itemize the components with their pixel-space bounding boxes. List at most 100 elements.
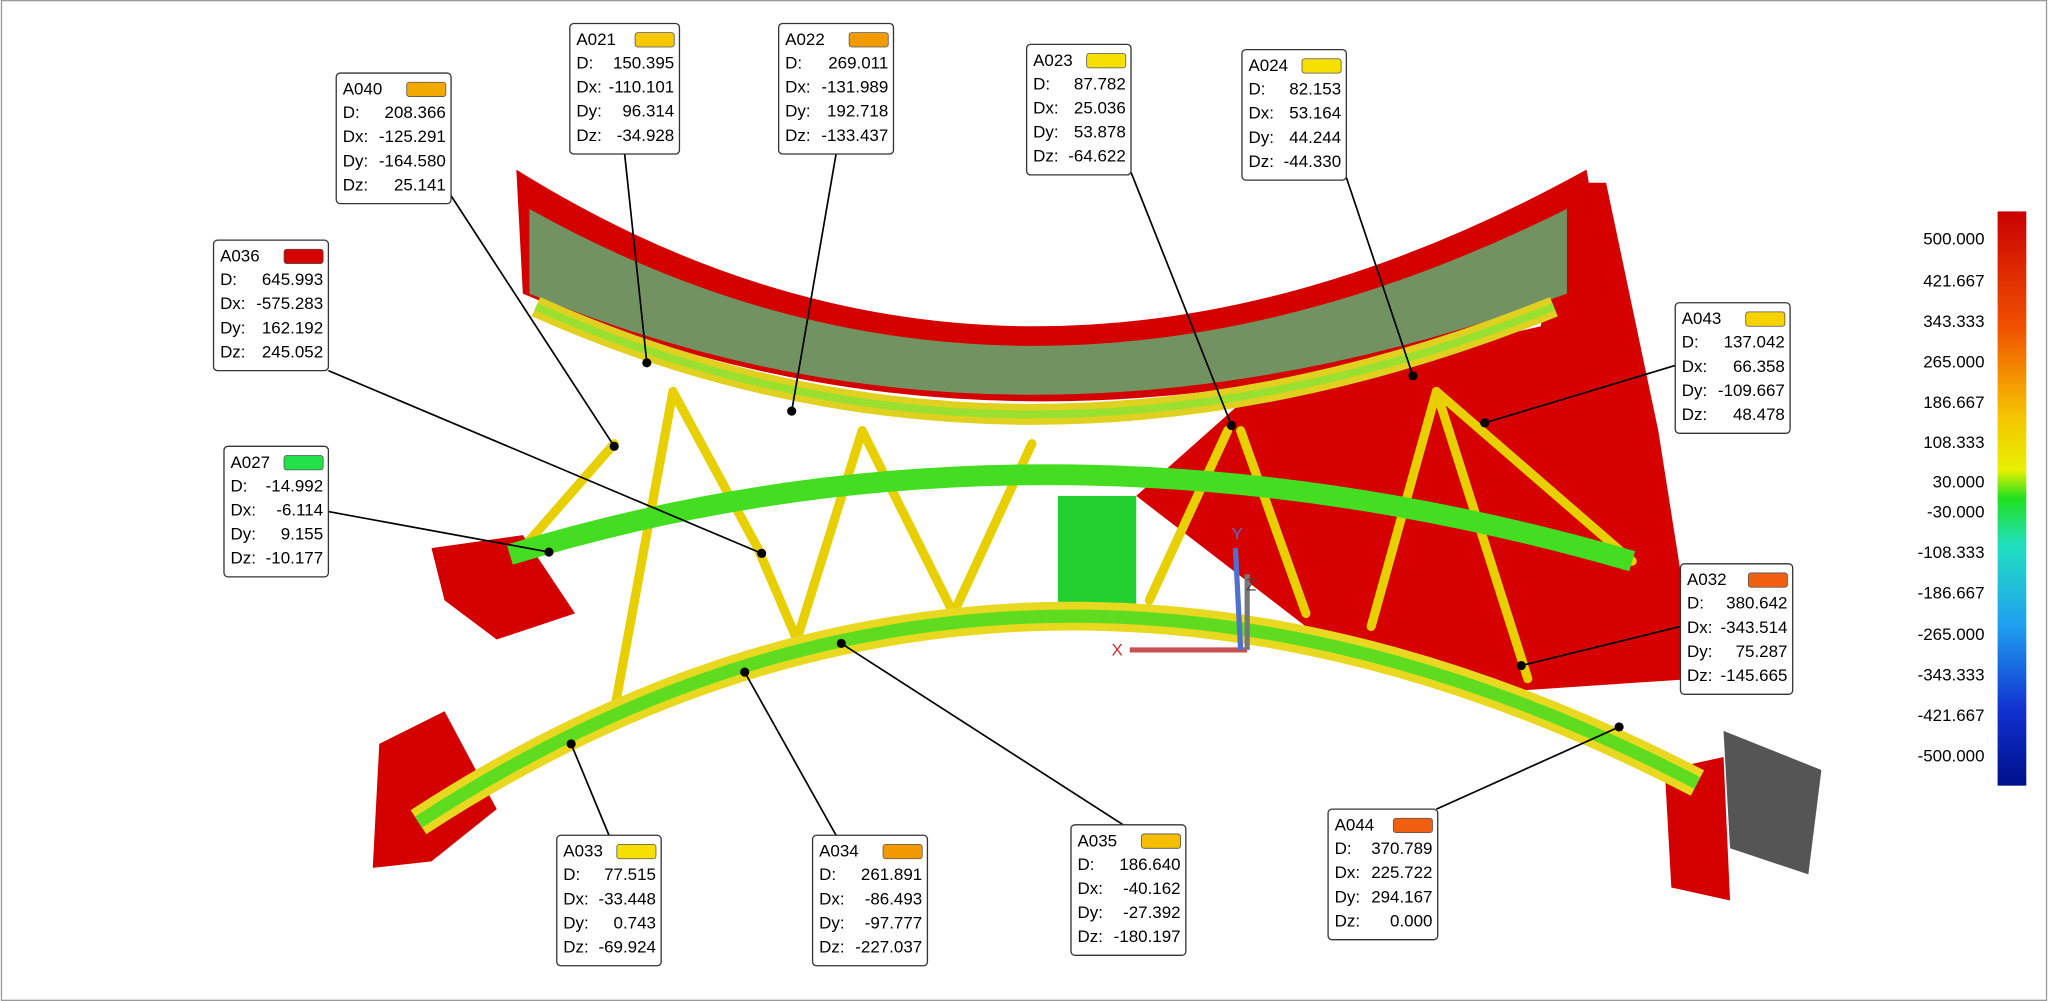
field-value: 269.011 (828, 53, 888, 72)
field-value: -133.437 (821, 126, 888, 145)
field-label: Dy: (576, 102, 601, 121)
callout-title: A034 (819, 842, 859, 861)
field-label: D: (343, 103, 360, 122)
callout-box (1241, 48, 1348, 181)
callout-box (1070, 824, 1187, 956)
field-label: D: (1682, 333, 1699, 352)
leader-line (743, 671, 837, 836)
field-label: Dz: (1078, 927, 1103, 946)
leader-point (757, 548, 767, 558)
field-value: 0.743 (614, 913, 656, 932)
callout: A023 D: 87.782 Dx: 25.036 Dy: 53.878 Dz: -64.622 (1025, 43, 1132, 176)
callout-swatch (1392, 817, 1433, 834)
scale-label: -186.667 (1918, 583, 1985, 602)
field-label: Dx: (1687, 618, 1712, 637)
leader-line (450, 195, 615, 447)
field-label: Dx: (1248, 104, 1273, 123)
field-value: 87.782 (1074, 74, 1126, 93)
field-value: -109.667 (1718, 381, 1785, 400)
field-value: -10.177 (266, 549, 324, 568)
callout-swatch (283, 248, 324, 265)
leader-point (544, 547, 554, 557)
field-label: D: (1078, 855, 1095, 874)
field-value: -69.924 (598, 938, 656, 957)
callout-title: A021 (576, 30, 616, 49)
field-value: -180.197 (1114, 927, 1181, 946)
field-label: Dx: (343, 127, 368, 146)
field-value: -33.448 (598, 889, 656, 908)
callout-swatch (1745, 311, 1786, 327)
callout-box (1025, 43, 1132, 176)
leader-point (740, 667, 750, 677)
scale-label: 186.667 (1923, 393, 1984, 412)
field-label: D: (1687, 594, 1704, 613)
callout-title: A024 (1248, 56, 1288, 75)
leader-line (328, 369, 763, 555)
field-label: Dz: (343, 175, 368, 194)
field-label: D: (220, 270, 237, 289)
field-value: 25.141 (394, 175, 446, 194)
field-value: -14.992 (266, 476, 324, 495)
callout-box (335, 72, 452, 205)
field-value: -164.580 (379, 151, 446, 170)
leader-point (1614, 722, 1624, 732)
field-label: D: (563, 865, 580, 884)
callout-title: A032 (1687, 570, 1727, 589)
callout-swatch (634, 32, 675, 48)
callout-swatch (283, 455, 324, 471)
callout-box (1679, 563, 1794, 695)
field-value: 66.358 (1733, 357, 1785, 376)
callout-swatch (882, 843, 923, 860)
field-value: -27.392 (1123, 903, 1181, 922)
callout-box (1327, 808, 1439, 941)
color-scale: 500.000 421.667 343.333 265.000 186.667 108.3… (1918, 230, 1985, 766)
callout-box (777, 22, 895, 155)
field-label: D: (1335, 839, 1352, 858)
callout: A043 D: 137.042 Dx: 66.358 Dy: -109.667 Dz: 48.4… (1674, 302, 1791, 434)
leader-line (1345, 177, 1414, 377)
leader-point (787, 406, 797, 416)
leader-point (1408, 371, 1418, 381)
field-label: Dx: (1033, 98, 1058, 117)
field-value: -110.101 (609, 78, 675, 97)
field-label: Dy: (220, 318, 245, 337)
field-value: -97.777 (865, 913, 923, 932)
scale-label: 108.333 (1923, 433, 1984, 452)
callout: A033 D: 77.515 Dx: -33.448 Dy: 0.743 Dz: -69.924 (556, 834, 662, 967)
field-value: -34.928 (617, 126, 675, 145)
leader-line (1130, 171, 1233, 426)
leader-point (609, 441, 619, 451)
field-value: 77.515 (604, 865, 656, 884)
field-label: Dz: (576, 126, 601, 145)
callout-title: A035 (1078, 831, 1118, 850)
leader-point (1516, 661, 1526, 671)
field-label: D: (576, 53, 593, 72)
callout: A021 D: 150.395 Dx: -110.101 Dy: 96.314 Dz: -34.… (569, 22, 681, 155)
field-value: -40.162 (1123, 879, 1181, 898)
callout: A036 D: 645.993 Dx: -575.283 Dy: 162.192 Dz: 245… (212, 239, 330, 372)
scale-label: 343.333 (1923, 312, 1984, 331)
axis-z-label: Z (1246, 575, 1256, 594)
leader-point (566, 739, 576, 749)
field-value: 44.244 (1289, 128, 1341, 147)
field-value: -575.283 (256, 294, 323, 313)
callout: A044 D: 370.789 Dx: 225.722 Dy: 294.167 Dz: 0.00… (1327, 808, 1439, 941)
field-label: Dz: (231, 549, 256, 568)
axis-y-label: Y (1232, 525, 1243, 544)
field-label: Dy: (1078, 903, 1103, 922)
field-label: Dy: (819, 913, 844, 932)
field-label: D: (1033, 74, 1050, 93)
field-value: 225.722 (1371, 863, 1432, 882)
field-label: Dz: (1248, 152, 1273, 171)
field-value: 245.052 (262, 343, 323, 362)
leader-point (642, 358, 652, 368)
callout-title: A036 (220, 247, 260, 266)
field-value: 150.395 (613, 53, 674, 72)
field-label: Dy: (1682, 381, 1707, 400)
field-value: -145.665 (1721, 666, 1788, 685)
field-value: 53.878 (1074, 123, 1126, 142)
scale-label: 421.667 (1923, 271, 1984, 290)
field-label: Dy: (563, 913, 588, 932)
field-label: Dz: (819, 938, 844, 957)
field-value: -44.330 (1284, 152, 1342, 171)
